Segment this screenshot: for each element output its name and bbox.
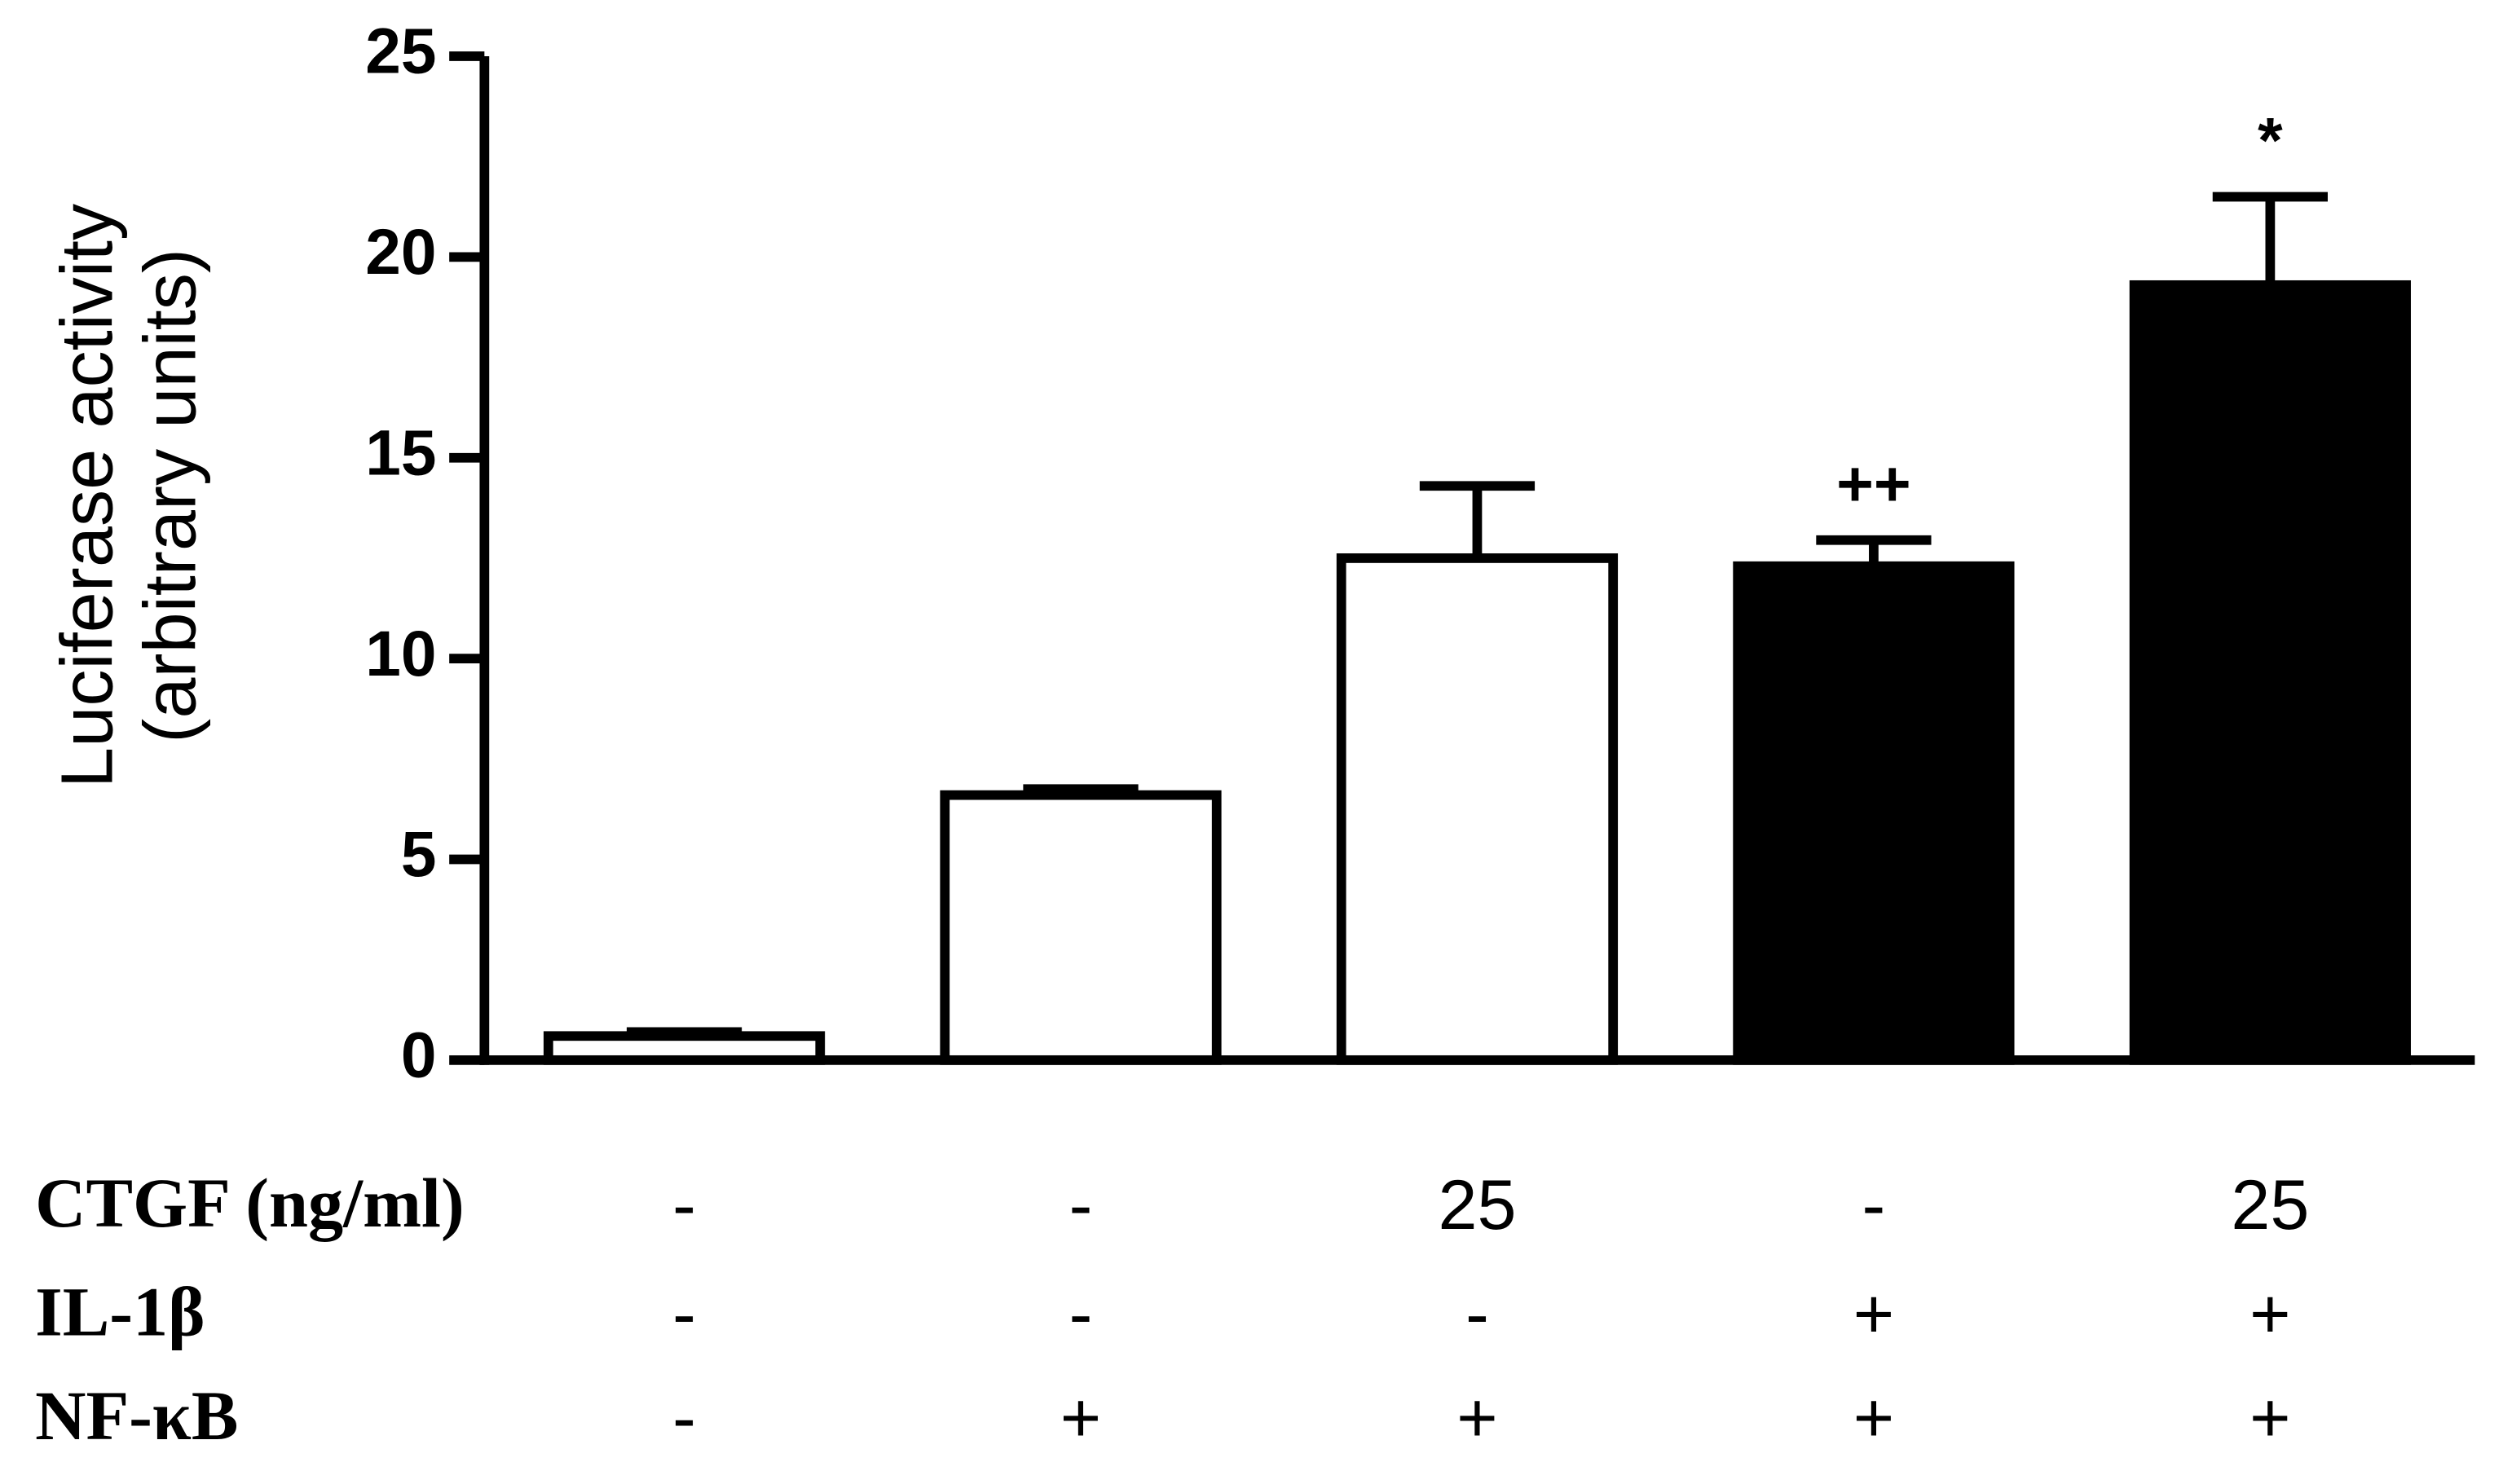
y-tick-label: 5 [401, 818, 437, 890]
condition-value: - [1465, 1275, 1489, 1353]
condition-label: IL-1β [35, 1272, 205, 1350]
condition-value: + [1456, 1379, 1497, 1457]
condition-value: - [1862, 1166, 1886, 1244]
condition-value: - [672, 1166, 696, 1244]
bar [1733, 561, 2015, 1065]
condition-value: - [672, 1379, 696, 1457]
bar [1336, 553, 1619, 1065]
y-tick-label: 10 [365, 618, 436, 689]
condition-value: + [2249, 1275, 2290, 1353]
condition-value: + [1853, 1275, 1894, 1353]
condition-label: NF-κB [35, 1376, 238, 1455]
y-label-line: (arbitrary units) [130, 249, 212, 743]
condition-value: - [1069, 1275, 1093, 1353]
bar [543, 1031, 826, 1065]
significance-mark: ++ [1836, 448, 1911, 520]
condition-value: + [2249, 1379, 2290, 1457]
y-tick-label: 15 [365, 416, 436, 488]
condition-value: - [1069, 1166, 1093, 1244]
significance-mark: * [2258, 104, 2283, 176]
condition-value: 25 [1438, 1166, 1516, 1244]
condition-value: + [1853, 1379, 1894, 1457]
y-tick-label: 0 [401, 1019, 437, 1091]
y-label-line: Luciferase activity [46, 204, 129, 788]
y-tick-label: 20 [365, 216, 436, 288]
bar [940, 790, 1222, 1065]
condition-value: 25 [2231, 1166, 2309, 1244]
condition-value: - [672, 1275, 696, 1353]
condition-value: + [1060, 1379, 1101, 1457]
condition-label: CTGF (ng/ml) [35, 1164, 465, 1242]
bar [2129, 280, 2411, 1065]
y-tick-label: 25 [365, 15, 436, 87]
y-axis-title: Luciferase activity (arbitrary units) [46, 204, 212, 788]
